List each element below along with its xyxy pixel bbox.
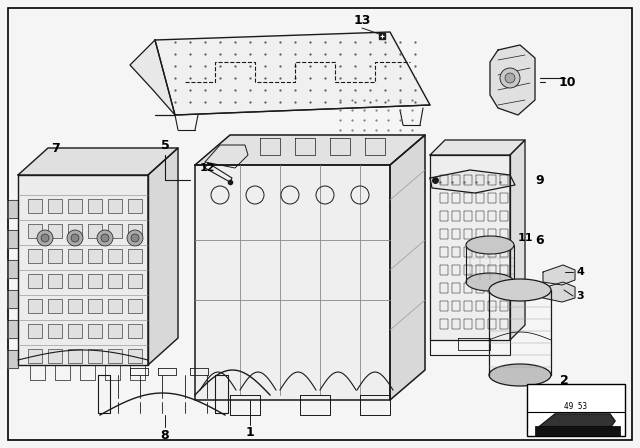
FancyBboxPatch shape <box>48 324 62 338</box>
FancyBboxPatch shape <box>88 324 102 338</box>
Polygon shape <box>18 175 148 365</box>
FancyBboxPatch shape <box>108 299 122 313</box>
FancyBboxPatch shape <box>68 274 82 288</box>
Circle shape <box>127 230 143 246</box>
FancyBboxPatch shape <box>128 249 142 263</box>
FancyBboxPatch shape <box>108 199 122 213</box>
Text: 1: 1 <box>246 426 254 439</box>
FancyBboxPatch shape <box>48 249 62 263</box>
Polygon shape <box>390 135 425 400</box>
Polygon shape <box>8 290 18 308</box>
Circle shape <box>131 234 139 242</box>
FancyBboxPatch shape <box>128 299 142 313</box>
FancyBboxPatch shape <box>68 199 82 213</box>
FancyBboxPatch shape <box>68 349 82 363</box>
Circle shape <box>97 230 113 246</box>
Polygon shape <box>155 32 430 115</box>
FancyBboxPatch shape <box>68 249 82 263</box>
FancyBboxPatch shape <box>88 199 102 213</box>
Text: 9: 9 <box>536 173 544 186</box>
Text: 12: 12 <box>199 163 215 173</box>
FancyBboxPatch shape <box>48 274 62 288</box>
FancyBboxPatch shape <box>108 224 122 238</box>
FancyBboxPatch shape <box>128 324 142 338</box>
Text: 49 53: 49 53 <box>564 401 588 410</box>
FancyBboxPatch shape <box>48 299 62 313</box>
Text: 5: 5 <box>161 138 170 151</box>
Text: 6: 6 <box>536 233 544 246</box>
Circle shape <box>101 234 109 242</box>
Polygon shape <box>195 165 390 400</box>
FancyBboxPatch shape <box>28 224 42 238</box>
Circle shape <box>505 73 515 83</box>
Polygon shape <box>540 414 615 428</box>
FancyBboxPatch shape <box>88 249 102 263</box>
Polygon shape <box>18 148 178 175</box>
FancyBboxPatch shape <box>128 199 142 213</box>
Text: 10: 10 <box>558 76 576 89</box>
FancyBboxPatch shape <box>48 349 62 363</box>
FancyBboxPatch shape <box>128 349 142 363</box>
Text: 11: 11 <box>517 233 532 243</box>
FancyBboxPatch shape <box>28 349 42 363</box>
Polygon shape <box>430 155 510 340</box>
FancyBboxPatch shape <box>88 274 102 288</box>
Ellipse shape <box>466 273 514 291</box>
Polygon shape <box>8 350 18 368</box>
Polygon shape <box>8 260 18 278</box>
Circle shape <box>41 234 49 242</box>
Polygon shape <box>490 45 535 115</box>
Polygon shape <box>148 148 178 365</box>
Polygon shape <box>8 320 18 338</box>
Ellipse shape <box>466 236 514 254</box>
Polygon shape <box>510 140 525 340</box>
FancyBboxPatch shape <box>88 299 102 313</box>
Ellipse shape <box>489 364 551 386</box>
Polygon shape <box>8 230 18 248</box>
FancyBboxPatch shape <box>108 324 122 338</box>
Polygon shape <box>543 282 575 302</box>
FancyBboxPatch shape <box>28 299 42 313</box>
FancyBboxPatch shape <box>68 324 82 338</box>
Bar <box>527 384 625 436</box>
Polygon shape <box>430 140 525 155</box>
FancyBboxPatch shape <box>68 299 82 313</box>
FancyBboxPatch shape <box>28 249 42 263</box>
Text: 3: 3 <box>576 291 584 301</box>
Polygon shape <box>205 163 232 182</box>
FancyBboxPatch shape <box>128 224 142 238</box>
Bar <box>535 426 620 436</box>
FancyBboxPatch shape <box>108 274 122 288</box>
Text: 4: 4 <box>576 267 584 277</box>
Circle shape <box>71 234 79 242</box>
FancyBboxPatch shape <box>108 349 122 363</box>
Polygon shape <box>8 200 18 218</box>
FancyBboxPatch shape <box>68 224 82 238</box>
Circle shape <box>37 230 53 246</box>
FancyBboxPatch shape <box>88 224 102 238</box>
FancyBboxPatch shape <box>28 199 42 213</box>
Text: 8: 8 <box>161 428 170 441</box>
FancyBboxPatch shape <box>28 274 42 288</box>
Ellipse shape <box>489 279 551 301</box>
Text: 2: 2 <box>559 374 568 387</box>
Polygon shape <box>195 135 425 165</box>
FancyBboxPatch shape <box>88 349 102 363</box>
Polygon shape <box>430 170 515 193</box>
Polygon shape <box>130 40 175 115</box>
Circle shape <box>67 230 83 246</box>
FancyBboxPatch shape <box>48 224 62 238</box>
FancyBboxPatch shape <box>48 199 62 213</box>
FancyBboxPatch shape <box>128 274 142 288</box>
Text: 7: 7 <box>51 142 60 155</box>
Circle shape <box>500 68 520 88</box>
Polygon shape <box>543 265 575 285</box>
FancyBboxPatch shape <box>28 324 42 338</box>
Text: 13: 13 <box>353 13 371 26</box>
FancyBboxPatch shape <box>108 249 122 263</box>
